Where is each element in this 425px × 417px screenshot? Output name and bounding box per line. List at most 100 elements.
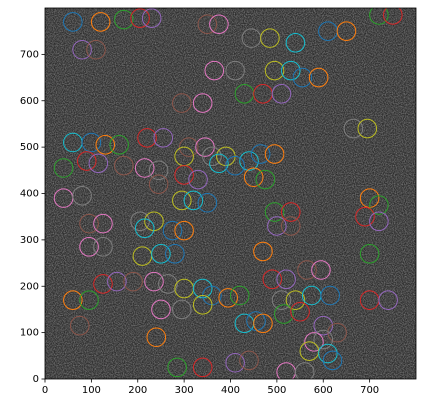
x-tick-label: 300 [175, 385, 194, 396]
aperture [197, 14, 218, 35]
aperture [230, 285, 250, 306]
aperture [271, 84, 292, 104]
aperture [218, 288, 238, 308]
aperture [304, 332, 324, 352]
aperture [114, 155, 134, 176]
aperture [165, 244, 185, 264]
aperture [378, 290, 398, 310]
aperture [209, 153, 229, 174]
aperture [276, 269, 296, 290]
aperture [148, 160, 169, 181]
image-noise [45, 8, 416, 379]
aperture [174, 165, 194, 185]
aperture [297, 260, 317, 280]
aperture [209, 14, 229, 35]
aperture [327, 322, 347, 343]
aperture [359, 244, 380, 264]
aperture [383, 8, 403, 25]
aperture [264, 202, 285, 222]
aperture [267, 216, 287, 236]
aperture [134, 158, 155, 178]
aperture [271, 290, 292, 310]
aperture [264, 60, 285, 81]
aperture [148, 174, 169, 195]
x-tick-label: 100 [82, 385, 101, 396]
aperture [294, 362, 315, 379]
aperture [225, 60, 245, 81]
aperture [81, 132, 102, 153]
aperture [308, 67, 329, 88]
aperture [79, 213, 99, 234]
aperture [192, 357, 213, 378]
aperture [137, 128, 157, 148]
aperture [63, 290, 83, 310]
aperture [322, 350, 343, 371]
aperture [285, 33, 306, 53]
aperture [202, 146, 222, 167]
aperture [172, 299, 192, 320]
aperture [311, 260, 331, 280]
aperture [167, 357, 187, 378]
aperture [72, 186, 92, 206]
aperture [262, 269, 283, 290]
aperture [343, 118, 364, 139]
aperture [197, 193, 218, 213]
y-tick-label: 200 [20, 281, 39, 292]
aperture [158, 274, 178, 294]
aperture [188, 169, 208, 190]
aperture [225, 155, 245, 176]
aperture [63, 12, 83, 32]
aperture [134, 218, 155, 239]
aperture [318, 343, 338, 364]
aperture [243, 167, 264, 188]
y-tick-label: 300 [20, 235, 39, 246]
y-tick-label: 600 [20, 96, 39, 107]
aperture [255, 169, 276, 190]
aperture [123, 271, 143, 292]
aperture [369, 195, 389, 215]
aperture [204, 60, 225, 81]
aperture [313, 315, 334, 336]
aperture [260, 28, 280, 48]
aperture [130, 8, 150, 28]
aperture [53, 158, 74, 178]
x-tick-label: 0 [42, 385, 48, 396]
aperture [281, 216, 301, 236]
aperture [141, 8, 162, 28]
aperture [70, 315, 90, 336]
aperture [313, 329, 334, 350]
aperture [130, 211, 150, 232]
x-tick-label: 600 [314, 385, 333, 396]
apertures [53, 8, 403, 379]
aperture [93, 237, 113, 257]
x-tick-label: 400 [221, 385, 240, 396]
aperture [369, 211, 389, 232]
x-tick-label: 200 [128, 385, 147, 396]
aperture [146, 327, 167, 348]
aperture [250, 144, 271, 164]
aperture [290, 301, 310, 322]
aperture [79, 237, 99, 257]
aperture [336, 21, 357, 41]
aperture [253, 313, 273, 334]
aperture [107, 271, 127, 292]
aperture [88, 153, 109, 174]
aperture [174, 220, 194, 241]
y-tick-label: 500 [20, 142, 39, 153]
aperture [239, 151, 259, 171]
aperture [95, 135, 116, 155]
aperture [320, 285, 340, 306]
aperture [281, 202, 301, 222]
y-tick-label: 400 [20, 189, 39, 200]
aperture [192, 93, 213, 113]
aperture [274, 304, 294, 324]
aperture [355, 206, 375, 227]
aperture [151, 299, 171, 320]
aperture [172, 93, 192, 113]
aperture [225, 352, 245, 373]
aperture [79, 290, 99, 310]
aperture [192, 295, 213, 315]
aperture [114, 9, 134, 30]
aperture [281, 60, 301, 81]
